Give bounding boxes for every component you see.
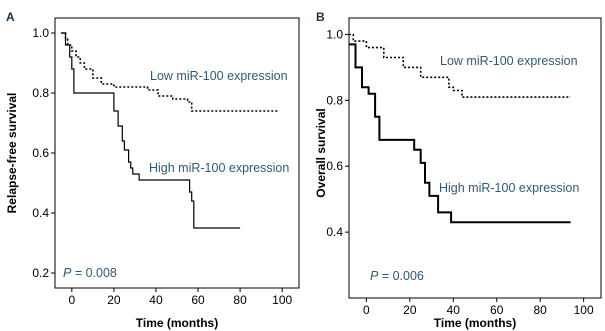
panel-label-b: B xyxy=(316,10,325,24)
y-tick-label: 0.8 xyxy=(32,86,49,100)
y-axis-label-a: Relapse-free survival xyxy=(5,93,19,214)
y-tick-label: 1.0 xyxy=(32,26,49,40)
x-axis-label-b: Time (months) xyxy=(434,316,516,330)
panel-b: B 0.4 0.6 0.8 1.0 0 20 40 60 80 100 Time (months… xyxy=(314,10,602,330)
x-ticks-a: 0 20 40 60 80 100 xyxy=(68,288,293,307)
y-tick-label: 0.4 xyxy=(326,225,343,239)
x-tick-label: 20 xyxy=(403,303,417,317)
y-tick-label: 0.8 xyxy=(326,93,343,107)
panel-label-a: A xyxy=(6,10,15,24)
x-tick-label: 0 xyxy=(363,303,370,317)
x-tick-label: 0 xyxy=(68,293,75,307)
series-layer-a xyxy=(61,32,278,229)
series-label-high-b: High miR-100 expression xyxy=(439,181,579,195)
y-tick-label: 0.4 xyxy=(32,206,49,220)
p-value-b: P = 0.006 xyxy=(370,269,424,283)
x-tick-label: 100 xyxy=(574,303,594,317)
y-tick-label: 0.6 xyxy=(32,146,49,160)
y-tick-label: 0.6 xyxy=(326,159,343,173)
p-text-a: = 0.008 xyxy=(71,266,117,280)
y-axis-label-b: Overall survival xyxy=(314,108,328,197)
x-tick-label: 80 xyxy=(233,293,247,307)
p-text-b: = 0.006 xyxy=(378,269,424,283)
survival-curve-high xyxy=(349,43,571,224)
x-tick-label: 60 xyxy=(191,293,205,307)
x-tick-label: 60 xyxy=(490,303,504,317)
plot-frame-a xyxy=(54,17,300,289)
x-tick-label: 40 xyxy=(149,293,163,307)
y-ticks-b: 0.4 0.6 0.8 1.0 xyxy=(326,27,349,239)
survival-curve-low xyxy=(61,32,278,112)
p-italic-a: P xyxy=(63,266,72,280)
series-layer-b xyxy=(349,33,571,224)
x-tick-label: 20 xyxy=(107,293,121,307)
x-axis-label-a: Time (months) xyxy=(136,316,218,330)
x-ticks-b: 0 20 40 60 80 100 xyxy=(363,298,594,317)
x-tick-label: 100 xyxy=(272,293,292,307)
panel-a: A 0.2 0.4 0.6 0.8 1.0 0 20 40 60 80 100 Time (mon… xyxy=(5,10,300,330)
series-label-high-a: High miR-100 expression xyxy=(149,161,289,175)
x-tick-label: 80 xyxy=(533,303,547,317)
p-value-a: P = 0.008 xyxy=(63,266,117,280)
survival-curve-high xyxy=(61,32,241,229)
y-tick-label: 1.0 xyxy=(326,27,343,41)
p-italic-b: P xyxy=(370,269,379,283)
survival-curve-low xyxy=(349,33,571,98)
x-tick-label: 40 xyxy=(447,303,461,317)
series-label-low-a: Low miR-100 expression xyxy=(150,69,288,83)
plot-frame-b xyxy=(348,17,602,299)
series-label-low-b: Low miR-100 expression xyxy=(440,54,578,68)
y-ticks-a: 0.2 0.4 0.6 0.8 1.0 xyxy=(32,26,55,280)
y-tick-label: 0.2 xyxy=(32,266,49,280)
